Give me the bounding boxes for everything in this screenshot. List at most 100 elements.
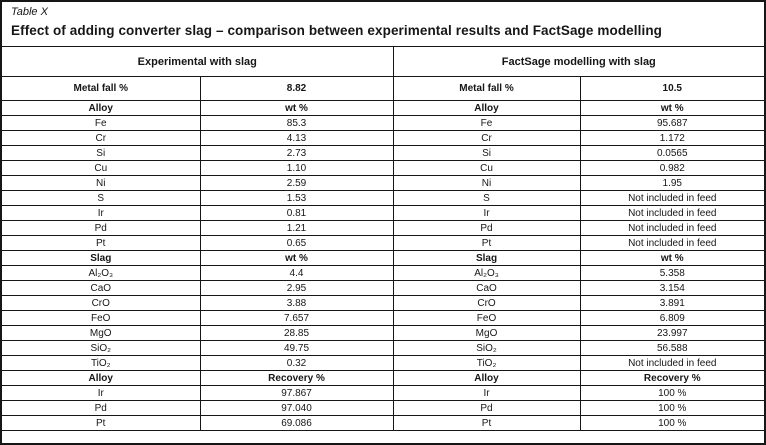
recovery-value: 100 %	[579, 400, 764, 416]
oxide-value: 3.154	[579, 280, 764, 296]
metal-fall-value: 8.82	[199, 76, 394, 101]
metal-fall-label: Metal fall %	[2, 76, 201, 101]
element-label: Si	[392, 145, 581, 161]
oxide-value: 49.75	[199, 340, 394, 356]
oxide-value: 23.997	[579, 325, 764, 341]
table-row: Pt 69.086 Pt 100 %	[2, 415, 764, 431]
oxide-value: 56.588	[579, 340, 764, 356]
panel-header-experimental: Experimental with slag	[2, 47, 394, 77]
element-value: 2.59	[199, 175, 394, 191]
table-row: Cr 4.13 Cr 1.172	[2, 130, 764, 146]
footer-spacer	[2, 430, 764, 440]
oxide-value: 3.88	[199, 295, 394, 311]
section-header-wt: wt %	[579, 100, 764, 116]
oxide-value: 4.4	[199, 265, 394, 281]
element-label: Pt	[2, 415, 201, 431]
panel-header-row: Experimental with slag FactSage modellin…	[2, 47, 764, 77]
oxide-label: SiO₂	[2, 340, 201, 356]
table-number-label: Table X	[11, 6, 48, 18]
element-value: 0.0565	[579, 145, 764, 161]
oxide-value: Not included in feed	[579, 355, 764, 371]
metal-fall-value: 10.5	[579, 76, 764, 101]
element-label: S	[392, 190, 581, 206]
element-value: 4.13	[199, 130, 394, 146]
element-value: 85.3	[199, 115, 394, 131]
element-label: Pt	[392, 235, 581, 251]
title-block: Table X Effect of adding converter slag …	[2, 2, 764, 47]
oxide-value: 0.32	[199, 355, 394, 371]
element-value: 1.21	[199, 220, 394, 236]
oxide-value: 6.809	[579, 310, 764, 326]
oxide-value: 5.358	[579, 265, 764, 281]
oxide-label: MgO	[2, 325, 201, 341]
section-header-wt: wt %	[199, 250, 394, 266]
element-label: Ni	[392, 175, 581, 191]
element-value: 1.172	[579, 130, 764, 146]
element-label: Ir	[392, 205, 581, 221]
oxide-label: Al₂O₃	[392, 265, 581, 281]
element-label: Cu	[392, 160, 581, 176]
oxide-label: FeO	[2, 310, 201, 326]
element-value: Not included in feed	[579, 190, 764, 206]
oxide-label: MgO	[392, 325, 581, 341]
element-label: Ir	[392, 385, 581, 401]
element-label: Pt	[2, 235, 201, 251]
element-value: 2.73	[199, 145, 394, 161]
element-label: Cr	[392, 130, 581, 146]
element-value: Not included in feed	[579, 235, 764, 251]
section-header-alloy: Alloy	[392, 370, 581, 386]
element-label: Ir	[2, 385, 201, 401]
table-row: Ni 2.59 Ni 1.95	[2, 175, 764, 191]
element-value: 0.81	[199, 205, 394, 221]
element-value: 1.53	[199, 190, 394, 206]
element-label: Cu	[2, 160, 201, 176]
element-label: Pd	[2, 400, 201, 416]
oxide-label: SiO₂	[392, 340, 581, 356]
element-value: 0.982	[579, 160, 764, 176]
table-row: Pd 1.21 Pd Not included in feed	[2, 220, 764, 236]
oxide-label: TiO₂	[392, 355, 581, 371]
metal-fall-row: Metal fall % 8.82 Metal fall % 10.5	[2, 76, 764, 101]
element-value: 1.95	[579, 175, 764, 191]
element-label: Si	[2, 145, 201, 161]
element-label: Ni	[2, 175, 201, 191]
table-row: Ir 97.867 Ir 100 %	[2, 385, 764, 401]
table-row: SiO₂ 49.75 SiO₂ 56.588	[2, 340, 764, 356]
element-label: Fe	[392, 115, 581, 131]
table-row: Al₂O₃ 4.4 Al₂O₃ 5.358	[2, 265, 764, 281]
table-title: Effect of adding converter slag – compar…	[11, 23, 663, 38]
table-row: Cu 1.10 Cu 0.982	[2, 160, 764, 176]
table-row: CaO 2.95 CaO 3.154	[2, 280, 764, 296]
element-label: Cr	[2, 130, 201, 146]
oxide-label: Al₂O₃	[2, 265, 201, 281]
table-row: Pt 0.65 Pt Not included in feed	[2, 235, 764, 251]
slag-section-header-row: Slag wt % Slag wt %	[2, 250, 764, 266]
table-row: MgO 28.85 MgO 23.997	[2, 325, 764, 341]
oxide-value: 28.85	[199, 325, 394, 341]
table-row: Fe 85.3 Fe 95.687	[2, 115, 764, 131]
element-label: Ir	[2, 205, 201, 221]
oxide-label: FeO	[392, 310, 581, 326]
recovery-value: 100 %	[579, 385, 764, 401]
element-label: S	[2, 190, 201, 206]
table-row: CrO 3.88 CrO 3.891	[2, 295, 764, 311]
oxide-label: CaO	[2, 280, 201, 296]
oxide-label: CrO	[2, 295, 201, 311]
panel-header-factsage: FactSage modelling with slag	[392, 47, 764, 77]
element-value: Not included in feed	[579, 205, 764, 221]
element-label: Pd	[392, 400, 581, 416]
element-value: Not included in feed	[579, 220, 764, 236]
table-row: TiO₂ 0.32 TiO₂ Not included in feed	[2, 355, 764, 371]
recovery-value: 100 %	[579, 415, 764, 431]
recovery-value: 97.867	[199, 385, 394, 401]
section-header-recovery: Recovery %	[579, 370, 764, 386]
section-header-wt: wt %	[579, 250, 764, 266]
oxide-value: 7.657	[199, 310, 394, 326]
oxide-value: 3.891	[579, 295, 764, 311]
recovery-section-header-row: Alloy Recovery % Alloy Recovery %	[2, 370, 764, 386]
table-row: FeO 7.657 FeO 6.809	[2, 310, 764, 326]
table-row: Si 2.73 Si 0.0565	[2, 145, 764, 161]
section-header-alloy: Alloy	[2, 370, 201, 386]
element-label: Fe	[2, 115, 201, 131]
